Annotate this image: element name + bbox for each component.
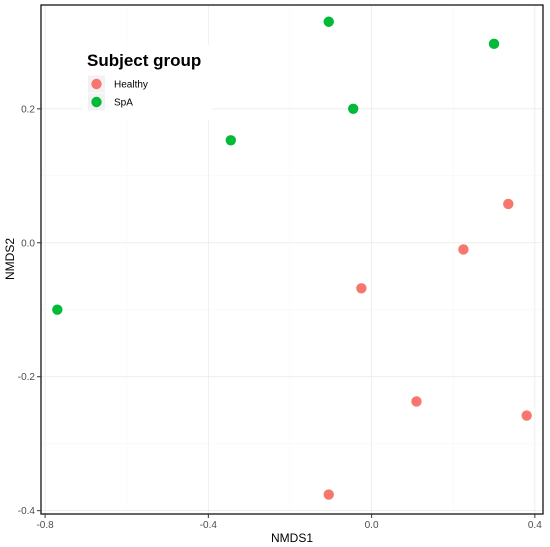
point-spa xyxy=(323,16,334,27)
point-healthy xyxy=(521,410,532,421)
legend-key-spa xyxy=(91,96,102,108)
data-points xyxy=(52,16,532,500)
point-spa xyxy=(348,103,359,115)
x-tick-label: 0.0 xyxy=(365,520,379,531)
point-spa xyxy=(52,304,63,315)
x-axis-title: NMDS1 xyxy=(271,531,313,545)
grid-lines xyxy=(41,5,543,514)
legend-label-healthy: Healthy xyxy=(114,80,148,91)
point-healthy xyxy=(356,283,367,294)
point-healthy xyxy=(411,396,422,407)
y-tick-label: -0.4 xyxy=(18,506,36,517)
x-axis: -0.8 -0.4 0.0 0.4 xyxy=(36,514,542,531)
y-tick-label: -0.2 xyxy=(18,372,36,383)
x-tick-label: 0.4 xyxy=(528,520,542,531)
legend-label-spa: SpA xyxy=(114,98,133,109)
legend-title: Subject group xyxy=(87,51,201,70)
y-tick-label: 0.0 xyxy=(21,238,35,249)
legend-key-healthy xyxy=(91,78,102,90)
y-tick-label: 0.2 xyxy=(21,104,35,115)
point-healthy xyxy=(458,244,469,255)
plot-border xyxy=(40,4,544,515)
point-spa xyxy=(488,38,500,50)
x-tick-label: -0.8 xyxy=(36,520,54,531)
legend: Subject group Healthy SpA xyxy=(82,45,212,120)
point-healthy xyxy=(323,489,334,500)
y-axis-title: NMDS2 xyxy=(3,238,17,280)
point-spa xyxy=(225,135,236,146)
point-healthy xyxy=(503,198,514,210)
x-tick-label: -0.4 xyxy=(200,520,218,531)
y-axis: -0.4 -0.2 0.0 0.2 xyxy=(18,104,41,517)
